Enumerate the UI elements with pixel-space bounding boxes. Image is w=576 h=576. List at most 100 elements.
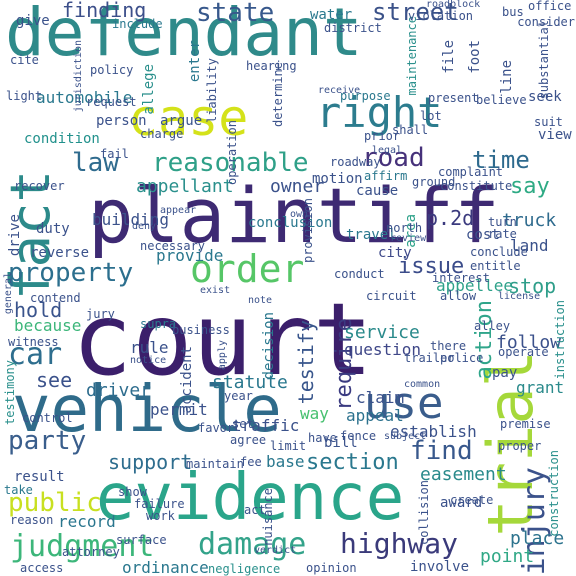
- word-enter: enter: [187, 40, 203, 83]
- word-ground: ground: [412, 175, 456, 189]
- word-agree: agree: [230, 433, 267, 447]
- word-contend: contend: [30, 291, 81, 305]
- word-testify: testify: [294, 320, 318, 405]
- word-give: give: [16, 13, 50, 29]
- word-failure: failure: [134, 497, 185, 511]
- word-bill: bill: [324, 435, 358, 451]
- word-operate: operate: [498, 345, 549, 359]
- word-involve: involve: [410, 559, 470, 575]
- word-instruction: instruction: [553, 300, 567, 380]
- word-award: award: [440, 495, 483, 511]
- word-constitute: constitute: [440, 179, 513, 193]
- word-shall: shall: [392, 123, 429, 137]
- word-turn: turn: [488, 215, 517, 229]
- word-hearing: hearing: [246, 59, 297, 73]
- word-surface: surface: [116, 533, 167, 547]
- word-section: section: [306, 450, 399, 475]
- word-result: result: [14, 469, 65, 485]
- word-review: review: [390, 233, 427, 244]
- word-fee: fee: [240, 455, 262, 469]
- word-roadblock: roadblock: [426, 0, 481, 10]
- word-witness: witness: [8, 335, 59, 349]
- word-reverse: reverse: [30, 245, 90, 261]
- word-attorney: attorney: [62, 545, 120, 559]
- word-accident: accident: [179, 346, 195, 414]
- word-affirm: affirm: [364, 169, 408, 183]
- word-purpose: purpose: [340, 89, 391, 103]
- word-building: building: [92, 210, 170, 229]
- word-conclusion: conclusion: [248, 215, 333, 231]
- word-nuisance: nuisance: [261, 488, 275, 546]
- word-allow: allow: [440, 289, 477, 303]
- word-truck: truck: [502, 210, 557, 231]
- word-jurisdiction: jurisdiction: [73, 40, 84, 113]
- word-supra: supra: [140, 317, 177, 331]
- word-own: own: [290, 209, 309, 220]
- word-support: support: [108, 450, 193, 474]
- word-believe: believe: [476, 93, 527, 107]
- word-see: see: [36, 368, 73, 392]
- word-recover: recover: [14, 179, 65, 193]
- word-find: find: [410, 436, 473, 466]
- word-include: include: [112, 17, 163, 31]
- word-view: view: [538, 127, 572, 143]
- word-legal: legal: [372, 145, 403, 156]
- word-city: city: [378, 245, 412, 261]
- word-notice: notice: [130, 355, 167, 366]
- word-line: line: [499, 60, 515, 94]
- word-provision: provision: [301, 198, 315, 264]
- word-proper: proper: [498, 439, 542, 453]
- word-necessary: necessary: [140, 239, 206, 253]
- word-plaintiff: plaintiff: [88, 171, 500, 260]
- word-deny: deny: [132, 221, 157, 232]
- word-law: law: [72, 148, 119, 178]
- word-appear: appear: [160, 205, 197, 216]
- word-show: show: [118, 485, 147, 499]
- word-party: party: [8, 426, 87, 456]
- word-testimony: testimony: [3, 360, 17, 426]
- word-maintain: maintain: [186, 457, 244, 471]
- word-create: create: [450, 493, 494, 507]
- word-prior: prior: [364, 129, 401, 143]
- word-road: road: [362, 143, 425, 173]
- word-trailer: trailer: [404, 351, 455, 365]
- word-grant: grant: [516, 378, 565, 397]
- word-have: have: [308, 431, 337, 445]
- word-act: act: [244, 503, 266, 517]
- word-person: person: [96, 113, 147, 129]
- word-district: district: [324, 21, 382, 35]
- word-general: general: [3, 272, 14, 315]
- word-year: year: [224, 389, 253, 403]
- word-claim: claim: [356, 388, 405, 407]
- word-traffic: traffic: [232, 416, 300, 435]
- word-common: common: [404, 379, 441, 390]
- word-argue: argue: [160, 113, 203, 129]
- word-file: file: [441, 40, 457, 74]
- word-easement: easement: [420, 464, 507, 485]
- word-apply: apply: [217, 340, 228, 371]
- word-vehicle: vehicle: [12, 373, 282, 447]
- word-owner: owner: [270, 176, 325, 197]
- word-order: order: [190, 247, 305, 291]
- word-operation: operation: [225, 120, 239, 186]
- word-conclude: conclude: [470, 245, 528, 259]
- word-consider: consider: [517, 15, 575, 29]
- word-complaint: complaint: [438, 165, 504, 179]
- word-court: court: [72, 281, 374, 398]
- word-pay: pay: [492, 365, 518, 381]
- word-water: water: [310, 7, 353, 23]
- word-because: because: [14, 316, 82, 335]
- word-case: case: [128, 89, 249, 147]
- word-interest: interest: [432, 271, 490, 285]
- word-control: control: [22, 411, 73, 425]
- word-take: take: [4, 483, 33, 497]
- word-cost: cost: [466, 227, 500, 243]
- word-circuit: circuit: [366, 289, 417, 303]
- word-ordinance: ordinance: [122, 558, 209, 576]
- word-way: way: [300, 404, 329, 423]
- word-business: business: [172, 323, 230, 337]
- word-foot: foot: [467, 40, 483, 74]
- word-base: base: [266, 452, 305, 471]
- word-duty: duty: [36, 221, 70, 237]
